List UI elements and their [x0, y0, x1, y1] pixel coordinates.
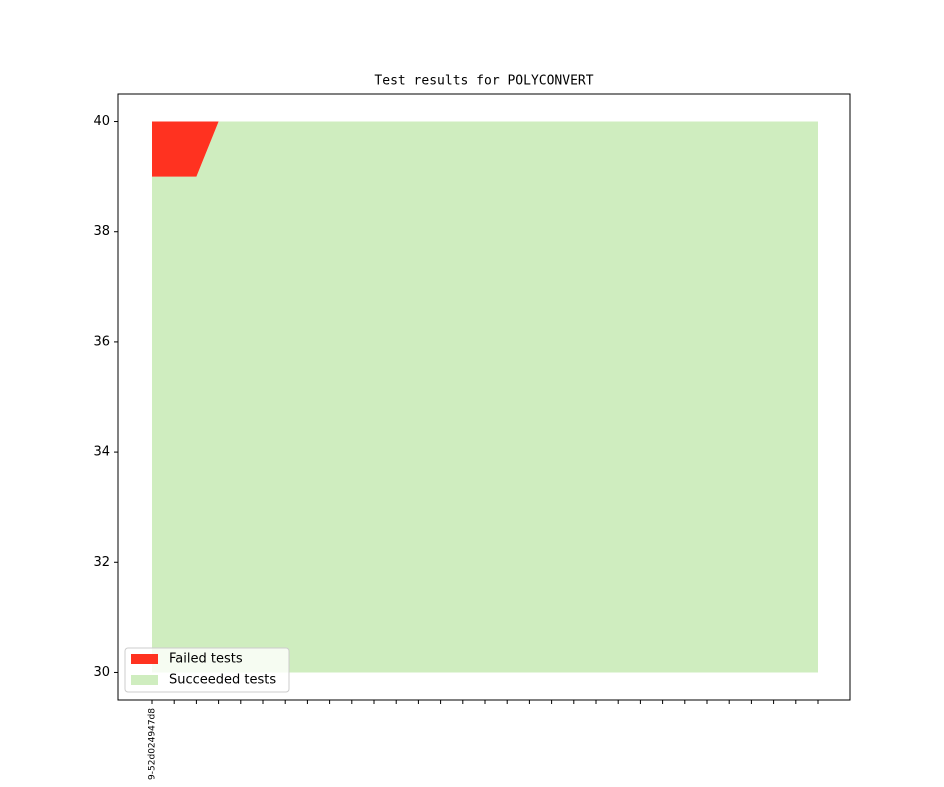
plot-frame [117, 93, 851, 701]
y-tick-label: 36 [93, 334, 110, 349]
legend-label: Succeeded tests [169, 673, 276, 688]
legend-swatch [131, 675, 158, 685]
x-tick-label: 9-52d024947d8 [148, 708, 158, 780]
chart-title: Test results for POLYCONVERT [374, 74, 593, 89]
legend-box [124, 647, 290, 693]
y-tick-label: 40 [93, 114, 110, 129]
y-tick-label: 34 [93, 445, 110, 460]
y-tick-label: 38 [93, 224, 110, 239]
legend: Failed tests Succeeded tests [124, 647, 290, 693]
y-tick-label: 32 [93, 555, 110, 570]
legend-swatch [131, 654, 158, 664]
area-succeeded [152, 121, 818, 673]
legend-label: Failed tests [169, 652, 243, 667]
y-tick-label: 30 [93, 665, 110, 680]
